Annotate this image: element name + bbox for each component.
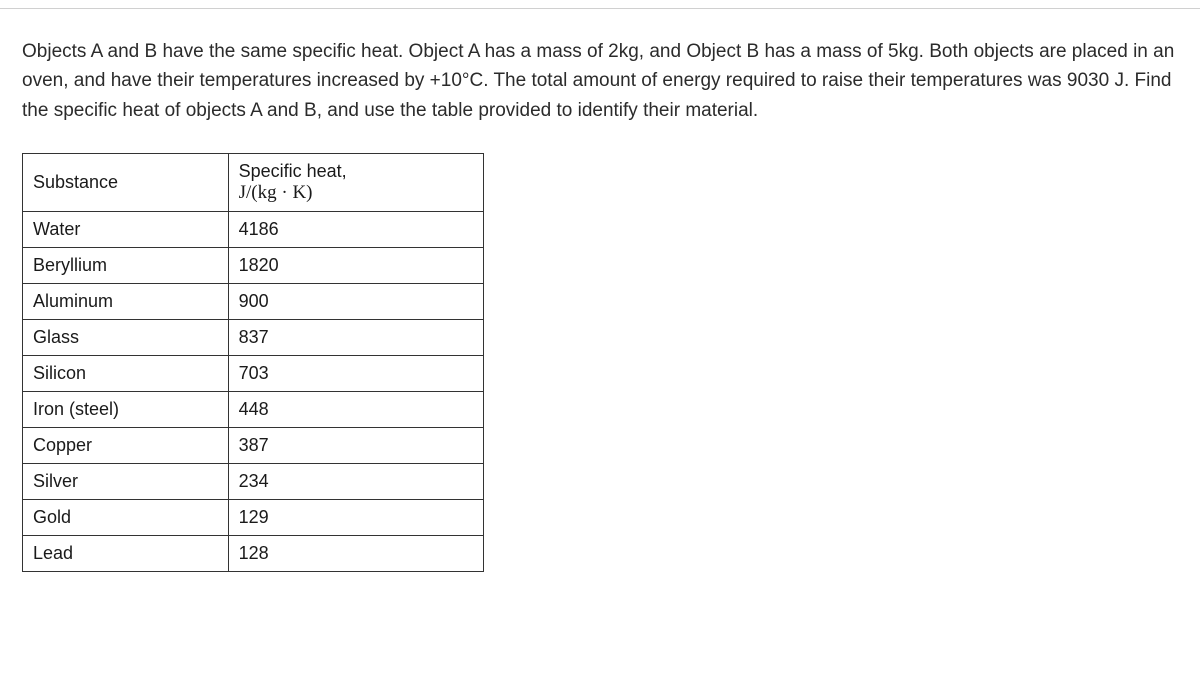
table-row: Silicon 703 [23, 356, 484, 392]
substance-cell: Water [23, 212, 229, 248]
table-row: Aluminum 900 [23, 284, 484, 320]
table-row: Glass 837 [23, 320, 484, 356]
value-cell: 4186 [228, 212, 483, 248]
substance-cell: Silver [23, 464, 229, 500]
table-row: Lead 128 [23, 536, 484, 572]
table-row: Water 4186 [23, 212, 484, 248]
value-cell: 128 [228, 536, 483, 572]
substance-cell: Glass [23, 320, 229, 356]
unit-label: J/(kg · K) [239, 182, 313, 203]
table-header-row: Substance Specific heat, J/(kg · K) [23, 154, 484, 212]
value-cell: 234 [228, 464, 483, 500]
content-container: Objects A and B have the same specific h… [0, 9, 1200, 600]
value-cell: 837 [228, 320, 483, 356]
value-cell: 900 [228, 284, 483, 320]
substance-cell: Copper [23, 428, 229, 464]
header-substance: Substance [23, 154, 229, 212]
table-row: Iron (steel) 448 [23, 392, 484, 428]
header-specific-heat: Specific heat, J/(kg · K) [228, 154, 483, 212]
problem-statement: Objects A and B have the same specific h… [22, 37, 1178, 125]
substance-cell: Beryllium [23, 248, 229, 284]
substance-cell: Iron (steel) [23, 392, 229, 428]
value-cell: 448 [228, 392, 483, 428]
substance-cell: Aluminum [23, 284, 229, 320]
table-row: Silver 234 [23, 464, 484, 500]
table-row: Beryllium 1820 [23, 248, 484, 284]
value-cell: 703 [228, 356, 483, 392]
substance-cell: Silicon [23, 356, 229, 392]
value-cell: 129 [228, 500, 483, 536]
specific-heat-table: Substance Specific heat, J/(kg · K) Wate… [22, 153, 484, 572]
substance-cell: Gold [23, 500, 229, 536]
table-row: Copper 387 [23, 428, 484, 464]
value-cell: 1820 [228, 248, 483, 284]
value-cell: 387 [228, 428, 483, 464]
table-row: Gold 129 [23, 500, 484, 536]
substance-cell: Lead [23, 536, 229, 572]
specific-heat-label: Specific heat, [239, 161, 347, 181]
